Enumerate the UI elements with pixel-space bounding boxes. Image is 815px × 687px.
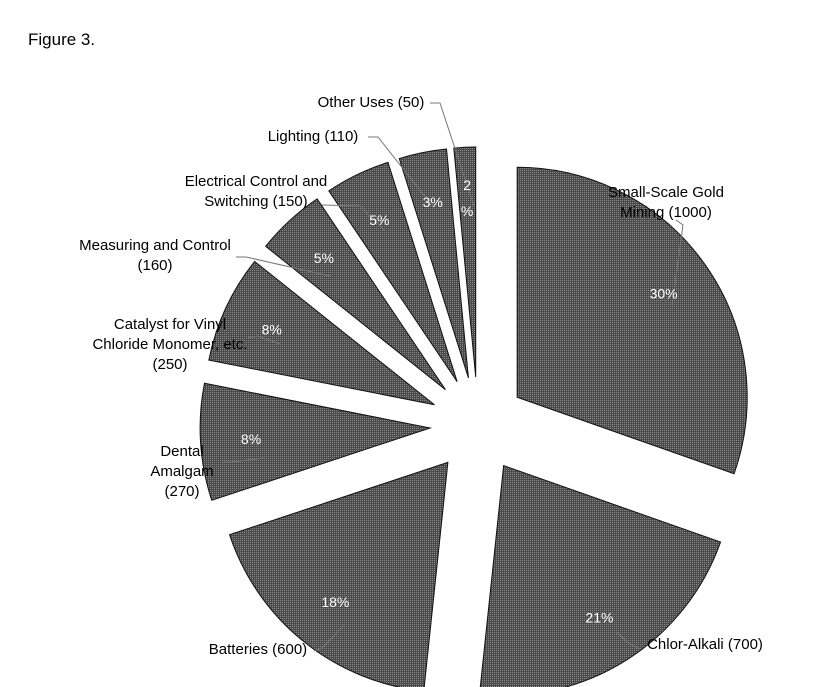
pie-slice — [328, 161, 458, 383]
pie-slice — [516, 166, 748, 475]
slice-percent-label: 18% — [321, 594, 349, 610]
leader-line — [313, 624, 345, 652]
leader-line — [671, 219, 684, 307]
slice-percent-label: 5% — [369, 212, 389, 228]
slice-category-label: Catalyst for Vinyl Chloride Monomer, etc.… — [92, 316, 247, 373]
leader-line — [368, 136, 435, 209]
slice-percent-label: 8% — [241, 431, 261, 447]
slice-category-label: Other Uses (50) — [318, 94, 425, 111]
slice-category-label: Small-Scale Gold Mining (1000) — [608, 184, 724, 221]
slice-category-label: Electrical Control and Switching (150) — [185, 173, 328, 210]
slice-percent-label: 21% — [585, 609, 613, 625]
slice-percent-label: 8% — [262, 321, 282, 337]
leader-line — [222, 457, 265, 463]
leader-line — [321, 204, 385, 231]
slice-category-label: Chlor-Alkali (700) — [647, 636, 763, 653]
pie-slice — [398, 148, 469, 379]
pie-slice — [199, 382, 433, 501]
pie-slice — [479, 464, 722, 687]
pie-slice — [453, 146, 477, 378]
figure-label: Figure 3. — [28, 30, 96, 49]
slice-percent-label: 2% — [461, 177, 473, 219]
slice-percent-label: 5% — [314, 250, 334, 266]
leader-line — [236, 256, 331, 277]
slice-category-label: Dental Amalgam (270) — [150, 443, 213, 500]
pie-slice — [208, 260, 435, 406]
leader-line — [430, 102, 475, 207]
pie-slice — [264, 198, 446, 391]
slice-category-label: Lighting (110) — [268, 128, 359, 145]
slice-percent-label: 30% — [650, 286, 678, 302]
leader-line — [615, 631, 641, 650]
slice-category-label: Batteries (600) — [209, 641, 307, 658]
slice-category-label: Measuring and Control (160) — [79, 237, 231, 274]
leader-line — [247, 335, 281, 345]
slice-percent-label: 3% — [423, 194, 443, 210]
